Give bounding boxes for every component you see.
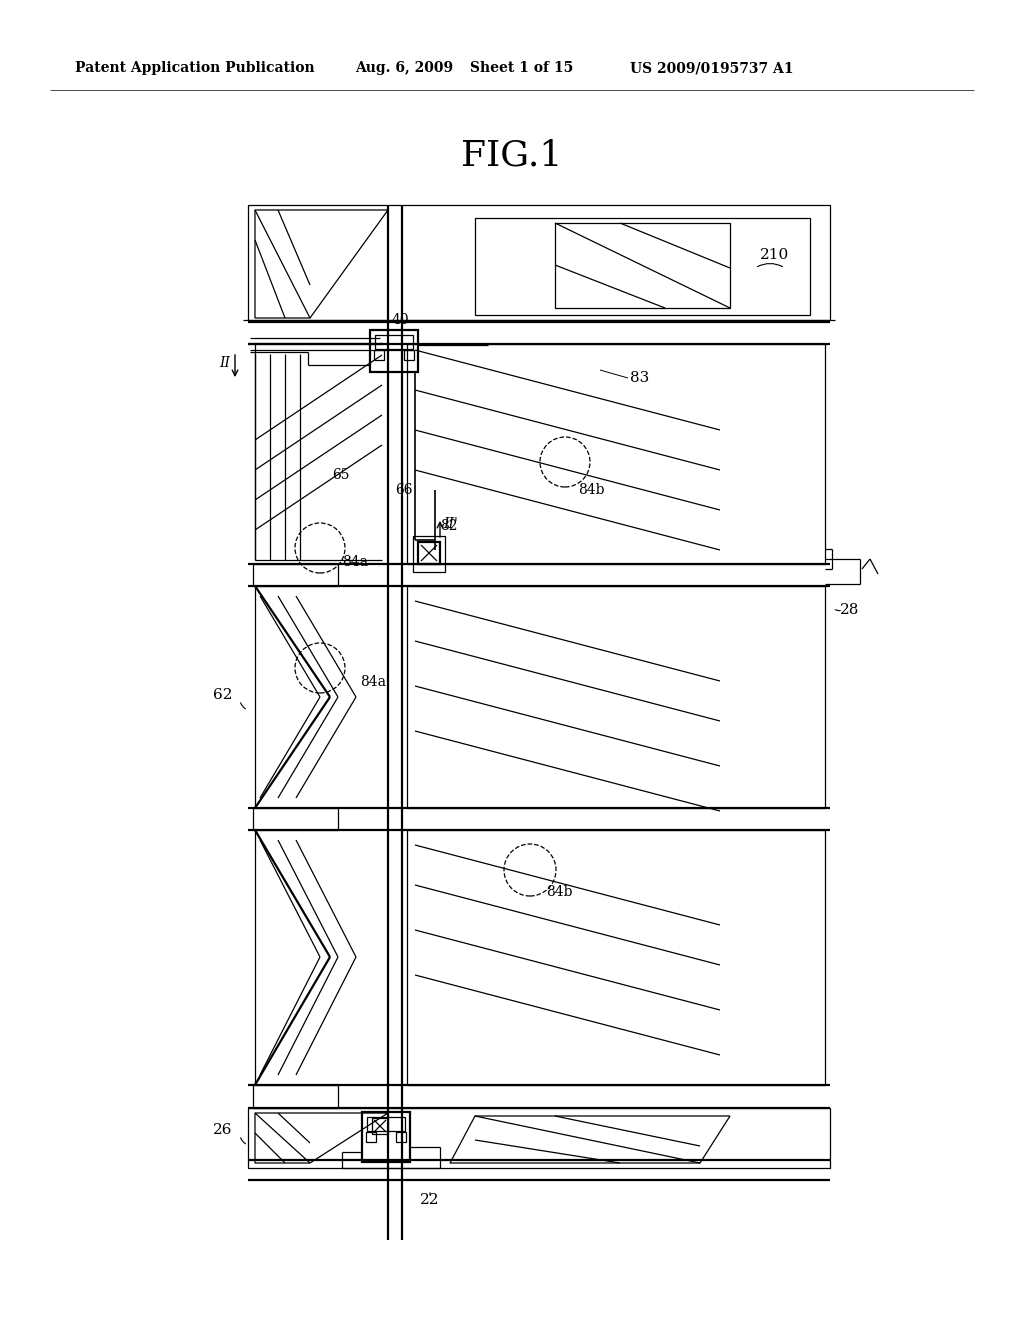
Text: 66: 66 [395,483,413,498]
Text: II: II [219,356,230,370]
Text: Sheet 1 of 15: Sheet 1 of 15 [470,61,573,75]
Text: 28: 28 [840,603,859,616]
Bar [367,1117,406,1131]
Text: 62: 62 [213,688,232,702]
Text: 40: 40 [392,313,410,327]
Bar [375,335,413,348]
Text: 83: 83 [630,371,649,385]
Text: Aug. 6, 2009: Aug. 6, 2009 [355,61,454,75]
Bar [366,1133,376,1142]
Text: 84a: 84a [342,554,368,569]
Text: 210: 210 [760,248,790,261]
Text: FIG.1: FIG.1 [462,139,562,172]
Text: 84a: 84a [360,675,386,689]
Text: II': II' [443,517,458,531]
Text: 22: 22 [420,1193,439,1206]
Bar [413,536,445,572]
Bar [372,1118,388,1134]
Bar [404,350,414,360]
Text: 84b: 84b [578,483,604,498]
Bar [418,543,440,564]
Text: 82: 82 [440,519,458,533]
Bar [370,330,418,372]
Text: 65: 65 [333,469,350,482]
Bar [396,1133,406,1142]
Bar [248,205,830,319]
Bar [374,350,384,360]
Bar [248,1107,830,1168]
Text: US 2009/0195737 A1: US 2009/0195737 A1 [630,61,794,75]
Text: Patent Application Publication: Patent Application Publication [75,61,314,75]
Text: 84b: 84b [546,884,572,899]
Text: 26: 26 [213,1123,232,1137]
Bar [362,1111,410,1162]
